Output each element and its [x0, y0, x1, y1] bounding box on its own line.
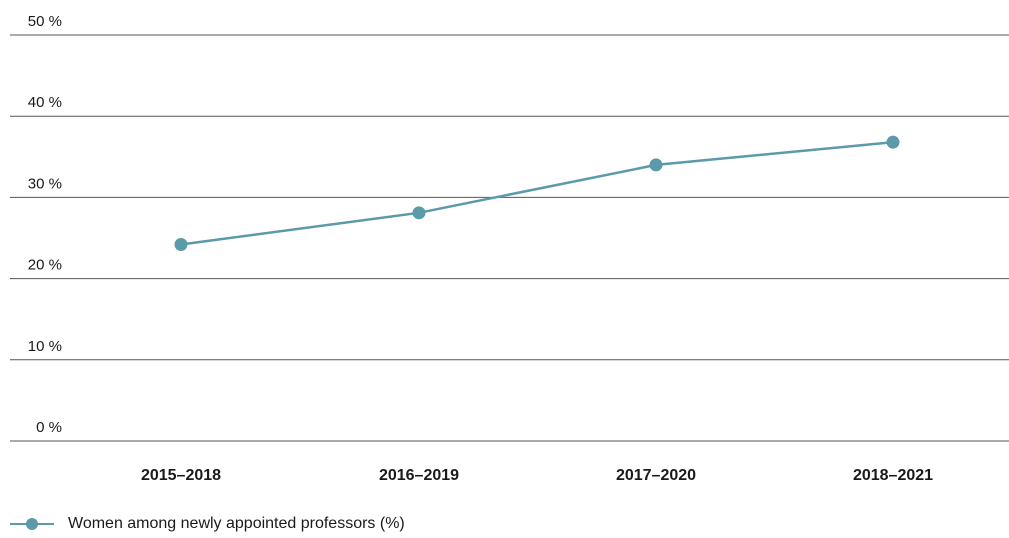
y-tick-label: 20 % [28, 257, 62, 274]
x-tick-label: 2017–2020 [616, 467, 696, 484]
x-tick-label: 2018–2021 [853, 467, 933, 484]
y-axis-ticks: 0 % 10 % 20 % 30 % 40 % 50 % [28, 13, 62, 436]
y-tick-label: 50 % [28, 13, 62, 30]
data-point [886, 135, 900, 149]
legend-dot [26, 518, 38, 530]
y-tick-label: 0 % [36, 419, 62, 436]
y-tick-label: 40 % [28, 94, 62, 111]
series-layer [174, 135, 900, 251]
y-tick-label: 30 % [28, 175, 62, 192]
line-chart: 0 % 10 % 20 % 30 % 40 % 50 % 2015–2018 2016–20… [10, 13, 1009, 484]
y-tick-label: 10 % [28, 338, 62, 355]
data-point [649, 158, 663, 172]
x-tick-label: 2015–2018 [141, 467, 221, 484]
data-point [174, 237, 188, 251]
data-point [412, 206, 426, 220]
grid-lines [10, 34, 1009, 442]
legend-label: Women among newly appointed professors (… [68, 515, 405, 532]
x-axis-ticks: 2015–2018 2016–2019 2017–2020 2018–2021 [141, 467, 933, 484]
x-tick-label: 2016–2019 [379, 467, 459, 484]
series-line [180, 140, 894, 246]
legend-line-marker-icon [10, 514, 54, 534]
legend: Women among newly appointed professors (… [10, 512, 405, 536]
